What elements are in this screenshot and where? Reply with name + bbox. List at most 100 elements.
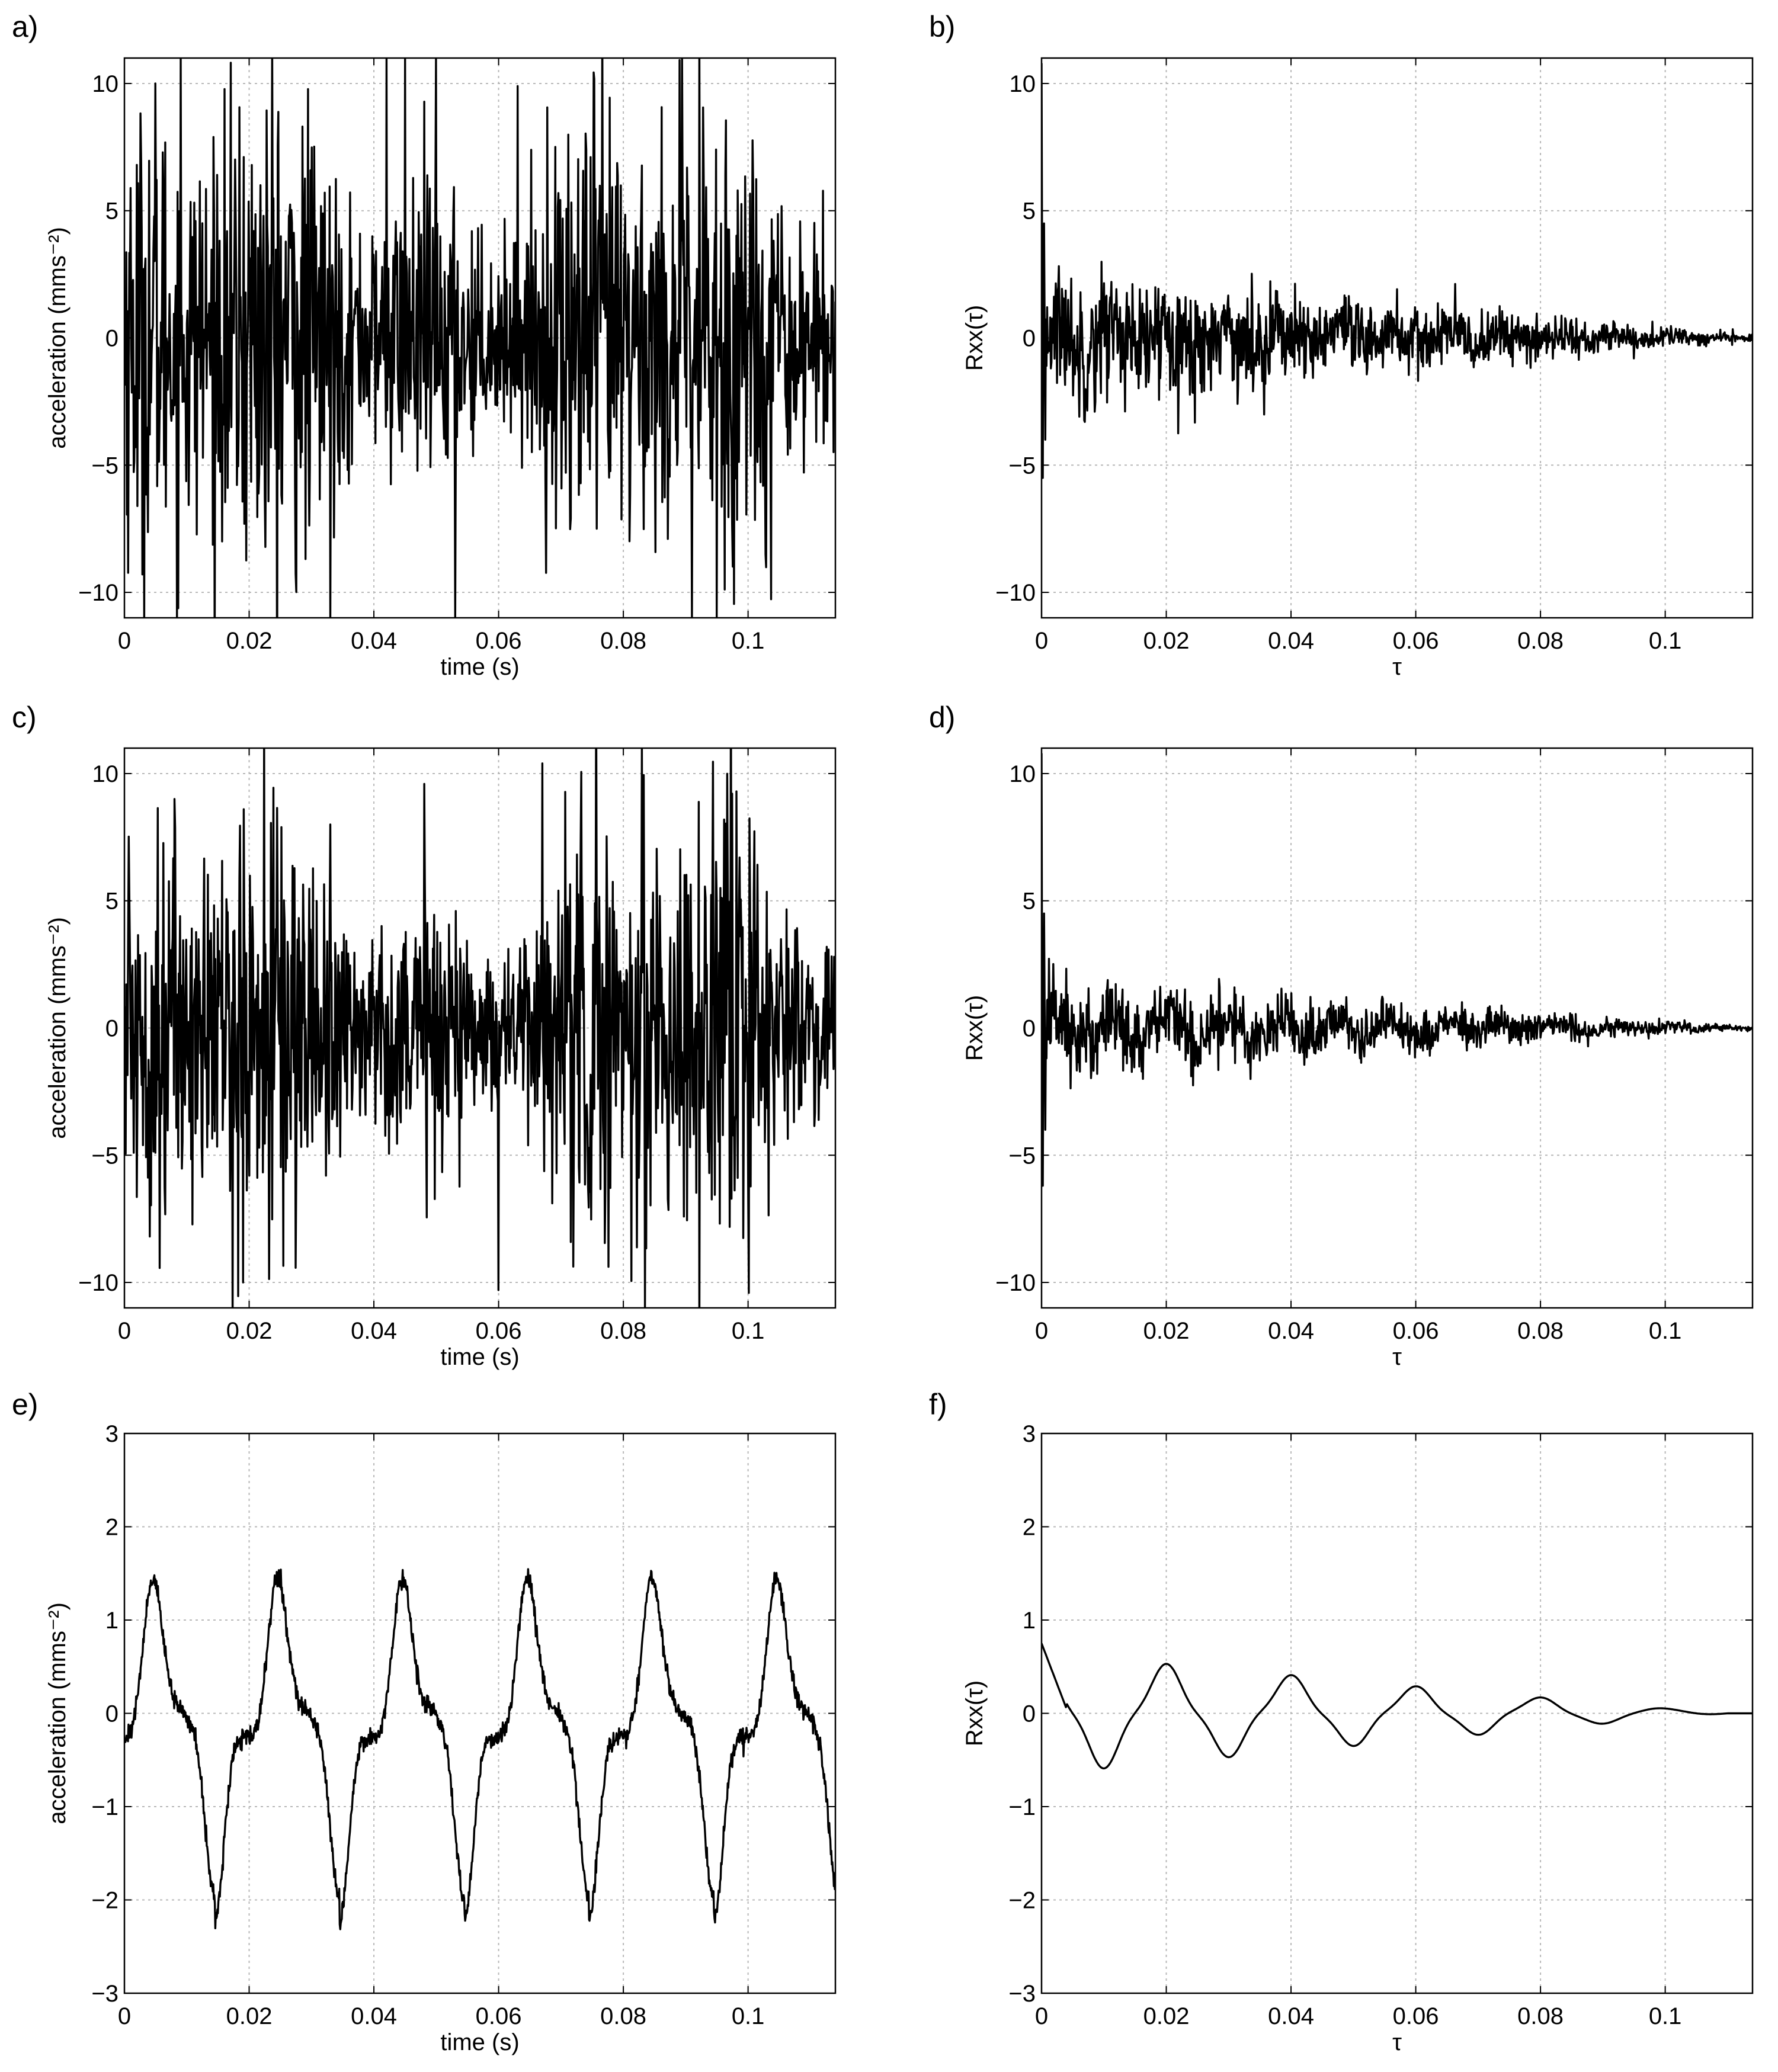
x-tick-label: 0.06 (1393, 1318, 1439, 1344)
x-tick-label: 0 (118, 1318, 131, 1344)
x-tick-label: 0.08 (1517, 2003, 1564, 2029)
y-tick-label: −1 (1008, 1794, 1036, 1820)
y-tick-label: −3 (1008, 1981, 1036, 2007)
panel-a: a) 0 0.02 0.04 0.06 0.08 0.1 −10 −5 0 5 10 time (s) a… (12, 10, 837, 680)
x-tick-label: 0.04 (1268, 1318, 1314, 1344)
y-tick-label: 0 (1023, 1701, 1036, 1727)
x-tick-label: 0 (1035, 628, 1048, 654)
panel-d: d) 0 0.02 0.04 0.06 0.08 0.1 −10 −5 0 5 10 τ Rxx(τ) (929, 701, 1754, 1370)
panel-label: e) (12, 1388, 38, 1421)
y-tick-label: −10 (78, 1270, 118, 1296)
y-tick-label: 5 (1023, 889, 1036, 915)
series-line (124, 748, 835, 1308)
y-tick-label: −2 (91, 1888, 118, 1914)
x-tick-label: 0.06 (476, 628, 522, 654)
y-tick-label: 0 (105, 1701, 118, 1727)
x-tick-label: 0.06 (476, 2003, 522, 2029)
x-axis-label: time (s) (440, 654, 519, 680)
x-tick-label: 0.08 (1517, 628, 1564, 654)
y-tick-label: 10 (92, 761, 119, 787)
y-tick-label: 0 (105, 326, 118, 352)
x-tick-label: 0.08 (600, 628, 646, 654)
panel-e: e) 0 0.02 0.04 0.06 0.08 0.1 −3 −2 −1 0 1 2 3 time (s)… (12, 1388, 837, 2055)
x-tick-label: 0.02 (226, 2003, 273, 2029)
series-line (1042, 1643, 1753, 1770)
y-tick-label: −5 (1008, 453, 1036, 479)
panel-label: f) (929, 1388, 947, 1421)
x-tick-label: 0.1 (732, 628, 765, 654)
x-tick-label: 0.1 (1649, 628, 1682, 654)
x-tick-label: 0.08 (600, 1318, 646, 1344)
y-tick-label: −10 (995, 1270, 1036, 1296)
y-tick-label: 0 (1023, 1016, 1036, 1042)
y-tick-label: 5 (105, 198, 118, 224)
x-tick-label: 0.1 (1649, 1318, 1682, 1344)
y-axis-label: Rxx(τ) (962, 995, 988, 1061)
y-tick-label: −10 (78, 580, 118, 606)
y-tick-label: −5 (91, 1143, 118, 1169)
y-tick-label: 2 (105, 1515, 118, 1541)
y-tick-label: 0 (105, 1016, 118, 1042)
y-tick-label: 2 (1023, 1515, 1036, 1541)
y-axis-label: Rxx(τ) (962, 305, 988, 371)
x-tick-label: 0.04 (351, 628, 397, 654)
y-tick-label: 10 (1010, 71, 1036, 97)
panel-f: f) 0 0.02 0.04 0.06 0.08 0.1 −3 −2 −1 0 1 2 3 τ Rxx(τ) (929, 1388, 1754, 2055)
x-axis-label: τ (1392, 1344, 1402, 1370)
panel-c: c) 0 0.02 0.04 0.06 0.08 0.1 −10 −5 0 5 10 time (s) a… (12, 701, 837, 1370)
y-axis-label: acceleration (mms⁻²) (44, 1602, 71, 1824)
x-tick-label: 0 (118, 628, 131, 654)
x-tick-label: 0.08 (600, 2003, 646, 2029)
x-tick-label: 0 (118, 2003, 131, 2029)
x-tick-label: 0.02 (1143, 1318, 1190, 1344)
y-axis-label: Rxx(τ) (962, 1680, 988, 1746)
x-tick-label: 0.06 (476, 1318, 522, 1344)
x-tick-label: 0.1 (1649, 2003, 1682, 2029)
panel-label: c) (12, 701, 37, 734)
y-tick-label: 10 (92, 71, 119, 97)
y-tick-label: 3 (1023, 1421, 1036, 1447)
x-tick-label: 0 (1035, 1318, 1048, 1344)
y-tick-label: −2 (1008, 1888, 1036, 1914)
series-line (124, 58, 835, 618)
x-tick-label: 0.02 (1143, 2003, 1190, 2029)
y-tick-label: −1 (91, 1794, 118, 1820)
x-axis-label: τ (1392, 654, 1402, 680)
x-tick-label: 0.06 (1393, 628, 1439, 654)
y-axis-label: acceleration (mms⁻²) (44, 917, 71, 1139)
panel-label: a) (12, 10, 38, 43)
panel-label: d) (929, 701, 955, 734)
y-tick-label: 10 (1010, 761, 1036, 787)
y-axis-label: acceleration (mms⁻²) (44, 227, 71, 449)
x-tick-label: 0 (1035, 2003, 1048, 2029)
x-axis-label: τ (1392, 2029, 1402, 2055)
y-tick-label: 5 (105, 889, 118, 915)
series-line (1042, 753, 1753, 1187)
x-tick-label: 0.04 (1268, 628, 1314, 654)
x-tick-label: 0.02 (226, 1318, 273, 1344)
y-tick-label: 1 (105, 1608, 118, 1634)
x-tick-label: 0.04 (351, 1318, 397, 1344)
x-tick-label: 0.08 (1517, 1318, 1564, 1344)
x-tick-label: 0.04 (351, 2003, 397, 2029)
series-line (124, 1568, 835, 1930)
x-tick-label: 0.1 (732, 2003, 765, 2029)
y-tick-label: −3 (91, 1981, 118, 2007)
x-tick-label: 0.02 (1143, 628, 1190, 654)
panel-label: b) (929, 10, 955, 43)
x-axis-label: time (s) (440, 2029, 519, 2055)
x-tick-label: 0.02 (226, 628, 273, 654)
x-axis-label: time (s) (440, 1344, 519, 1370)
panel-b: b) 0 0.02 0.04 0.06 0.08 0.1 −10 −5 0 5 10 τ Rxx(τ) (929, 10, 1754, 680)
y-tick-label: 0 (1023, 326, 1036, 352)
y-tick-label: 1 (1023, 1608, 1036, 1634)
y-tick-label: −5 (1008, 1143, 1036, 1169)
x-tick-label: 0.06 (1393, 2003, 1439, 2029)
y-tick-label: −5 (91, 453, 118, 479)
x-tick-label: 0.04 (1268, 2003, 1314, 2029)
x-tick-label: 0.1 (732, 1318, 765, 1344)
y-tick-label: 5 (1023, 198, 1036, 224)
y-tick-label: 3 (105, 1421, 118, 1447)
y-tick-label: −10 (995, 580, 1036, 606)
